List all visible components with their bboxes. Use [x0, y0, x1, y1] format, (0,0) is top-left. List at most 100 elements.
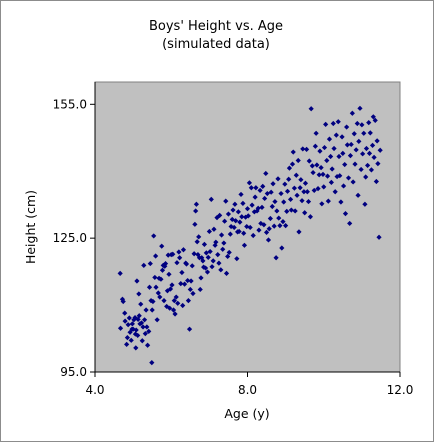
data-point: [306, 158, 312, 164]
chart-subtitle: (simulated data): [162, 37, 270, 52]
data-point: [179, 269, 185, 276]
chart-title: Boys' Height vs. Age: [149, 19, 283, 34]
data-point: [338, 199, 344, 205]
data-point: [211, 226, 217, 232]
data-point: [278, 190, 284, 197]
data-point: [239, 214, 245, 220]
data-point: [133, 345, 139, 351]
data-point: [291, 185, 297, 191]
data-point: [172, 311, 178, 317]
data-point: [136, 313, 142, 319]
data-point: [207, 248, 213, 255]
data-point: [152, 274, 158, 281]
data-point: [340, 150, 346, 156]
data-point: [135, 332, 141, 339]
x-tick-label: 4.0: [85, 383, 104, 397]
data-point: [286, 165, 293, 171]
data-point: [241, 242, 248, 248]
data-point: [299, 198, 305, 204]
data-point: [153, 284, 159, 290]
data-point: [320, 171, 326, 177]
data-point: [218, 267, 224, 273]
data-point: [209, 264, 215, 270]
data-point: [208, 196, 214, 202]
data-point: [303, 146, 310, 152]
data-point: [366, 120, 372, 126]
data-point: [354, 120, 360, 127]
data-point: [301, 189, 307, 195]
data-point: [225, 253, 231, 260]
data-point: [287, 196, 294, 202]
data-point: [270, 181, 276, 187]
data-point: [317, 148, 323, 154]
data-point: [318, 165, 324, 171]
data-point: [248, 185, 254, 191]
data-point: [295, 157, 301, 164]
data-point: [366, 150, 373, 156]
data-point: [332, 189, 338, 195]
data-point: [158, 276, 164, 282]
data-point: [183, 261, 190, 267]
x-tick-label: 12.0: [387, 383, 414, 397]
data-point: [167, 286, 174, 292]
data-point: [237, 219, 243, 225]
data-point: [274, 208, 280, 214]
data-point: [133, 327, 139, 333]
data-point: [181, 281, 188, 287]
data-point: [192, 221, 198, 227]
data-point: [204, 269, 211, 275]
data-point: [335, 119, 341, 125]
data-point: [206, 228, 212, 235]
data-point: [368, 167, 375, 173]
data-point: [147, 260, 153, 267]
data-point: [194, 239, 200, 245]
data-point: [282, 181, 288, 187]
data-point: [324, 173, 331, 179]
data-point: [166, 271, 172, 277]
data-point: [189, 263, 195, 269]
data-point: [284, 188, 291, 194]
data-point: [151, 233, 157, 239]
data-point: [146, 284, 153, 290]
data-point: [153, 253, 159, 259]
data-point: [276, 215, 282, 221]
data-point: [149, 307, 155, 313]
data-point: [177, 255, 183, 261]
data-point: [302, 180, 309, 186]
data-point: [283, 223, 289, 229]
data-point: [213, 239, 219, 245]
data-point: [124, 335, 131, 341]
y-axis-label: Height (cm): [23, 190, 38, 264]
data-point: [370, 114, 376, 120]
data-point: [367, 130, 373, 136]
data-point: [200, 258, 206, 264]
data-point: [326, 136, 333, 142]
data-point: [286, 176, 292, 182]
data-point: [238, 191, 244, 198]
data-point: [215, 252, 221, 258]
data-point: [126, 315, 132, 321]
data-point: [377, 147, 383, 153]
data-point: [162, 260, 169, 267]
data-point: [199, 255, 205, 261]
data-point: [364, 162, 371, 169]
data-point: [268, 189, 274, 195]
data-point: [247, 224, 253, 231]
data-point: [135, 316, 141, 322]
data-point: [222, 218, 228, 224]
data-point: [263, 170, 269, 177]
data-point: [178, 281, 184, 287]
data-point: [124, 341, 130, 347]
y-tick-label: 155.0: [53, 97, 87, 111]
data-point: [328, 153, 334, 160]
data-point: [257, 187, 263, 194]
data-point: [128, 337, 134, 343]
data-point: [328, 179, 334, 185]
data-point: [236, 228, 242, 235]
data-point: [289, 161, 296, 167]
data-point: [259, 204, 265, 210]
data-point: [355, 192, 361, 198]
data-point: [249, 202, 255, 208]
data-point: [143, 307, 149, 313]
data-point: [302, 210, 308, 216]
